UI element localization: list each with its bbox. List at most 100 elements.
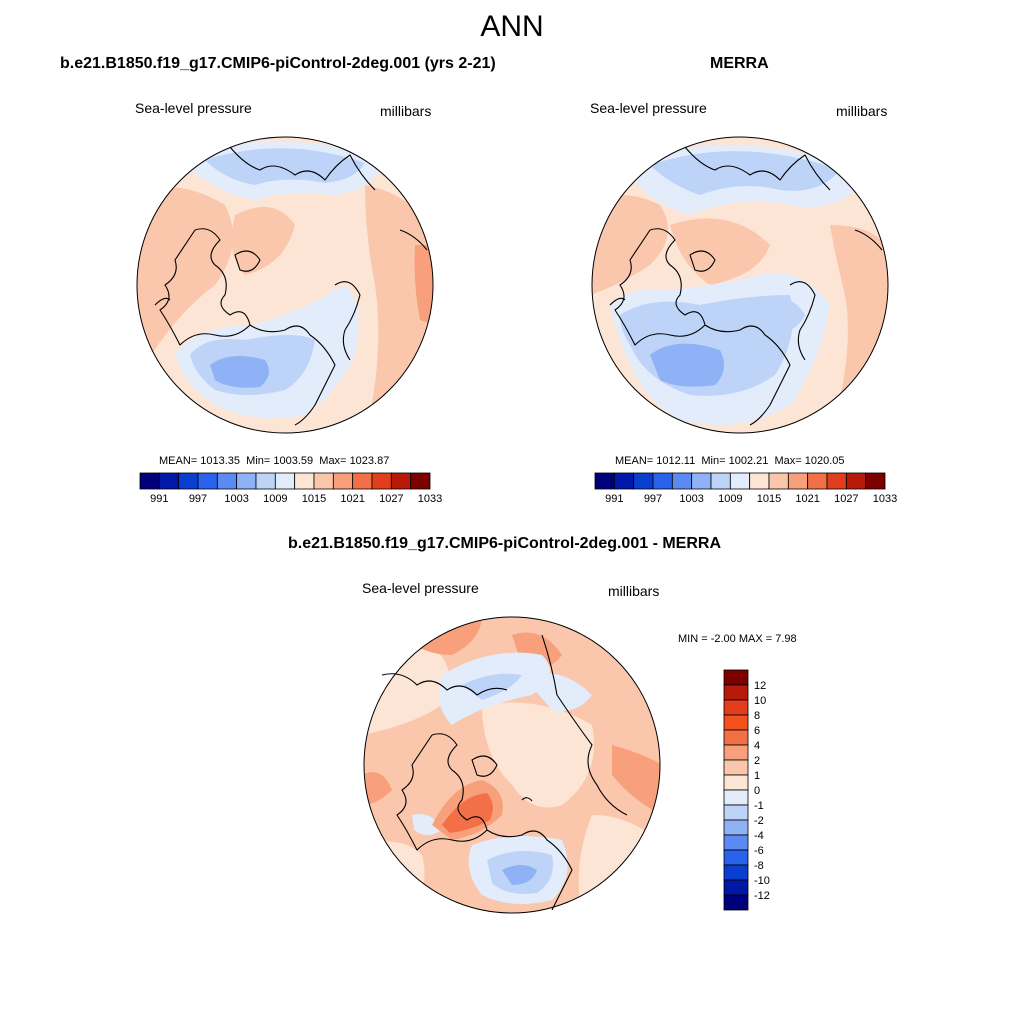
diff-negative-difference-region: [462, 673, 522, 700]
diff-positive-difference-region: [612, 745, 660, 815]
model-low-pressure-min-region: [210, 356, 269, 388]
model-colorbar-swatch: [197, 472, 218, 490]
diff-colorbar-swatch: [723, 669, 749, 686]
model-coastline: [399, 229, 428, 251]
diff-colorbar-tick-label: 8: [754, 710, 760, 722]
model-map-border: [136, 136, 434, 434]
diff-coastline: [471, 755, 498, 777]
obs-coastline: [684, 146, 831, 191]
diff-colorbar-tick-label: 0: [754, 785, 760, 797]
diff-positive-difference-region: [364, 772, 392, 805]
diff-colorbar-swatch: [723, 759, 749, 776]
obs-mean-value: 1012.11: [656, 455, 696, 467]
diff-colorbar-swatch: [723, 729, 749, 746]
model-max-value: 1023.87: [349, 455, 390, 467]
diff-units-label: millibars: [608, 583, 660, 599]
obs-panel-title: MERRA: [710, 55, 769, 72]
diff-colorbar-swatch: [723, 744, 749, 761]
model-colorbar-tick-label: 1027: [379, 493, 404, 505]
model-colorbar-tick-label: 997: [188, 493, 208, 505]
model-colorbar-swatch: [332, 472, 354, 490]
diff-colorbar-swatch: [723, 789, 749, 806]
model-colorbar-swatch: [352, 472, 373, 490]
model-max-label: Max=: [319, 455, 347, 467]
obs-colorbar-swatch: [845, 472, 867, 490]
obs-coastline: [854, 229, 883, 251]
diff-colorbar-swatch: [723, 804, 749, 821]
diff-colorbar-swatch: [723, 774, 749, 791]
model-mean-value: 1013.35: [200, 455, 241, 467]
diff-colorbar-swatch: [723, 699, 749, 716]
obs-field-label: Sea-level pressure: [590, 100, 707, 116]
model-colorbar-swatch: [371, 472, 392, 490]
obs-colorbar-tick-label: 1021: [795, 493, 820, 505]
diff-panel-title: b.e21.B1850.f19_g17.CMIP6-piControl-2deg…: [288, 535, 722, 552]
diff-colorbar-tick-label: -10: [754, 875, 770, 887]
diff-colorbar-swatch: [723, 879, 749, 896]
main-title: ANN: [480, 10, 544, 43]
diff-coastline: [396, 733, 488, 851]
model-panel-title: b.e21.B1850.f19_g17.CMIP6-piControl-2deg…: [60, 55, 496, 72]
obs-polar-map: [591, 136, 889, 434]
diff-strong-positive-region: [442, 793, 493, 833]
obs-colorbar-swatch: [594, 472, 615, 490]
obs-colorbar-swatch: [768, 472, 789, 490]
model-colorbar-tick-label: 1021: [340, 493, 365, 505]
obs-low-pressure-region: [760, 297, 805, 331]
diff-colorbar-swatch: [723, 714, 749, 731]
model-stats: MEAN= 1013.35 Min= 1003.59 Max= 1023.87: [159, 455, 389, 467]
model-coastline: [229, 146, 376, 191]
obs-colorbar-tick-label: 1015: [756, 493, 782, 505]
model-high-pressure-region: [137, 187, 233, 365]
diff-polar-map: [363, 616, 661, 914]
obs-colorbar-swatch: [652, 472, 673, 490]
obs-coastline: [614, 228, 706, 346]
obs-colorbar-tick-label: 1033: [872, 493, 898, 505]
diff-colorbar-tick-label: -12: [754, 890, 770, 902]
diff-colorbar-tick-label: 4: [754, 740, 760, 752]
model-field-label: Sea-level pressure: [135, 100, 252, 116]
obs-mean-label: MEAN=: [615, 455, 654, 467]
model-high-pressure-region: [231, 207, 295, 275]
model-colorbar-swatch: [294, 472, 315, 490]
model-low-pressure-region: [205, 148, 365, 185]
obs-colorbar-swatch: [613, 472, 635, 490]
diff-colorbar-swatch: [723, 684, 749, 701]
diff-colorbar-swatch: [723, 864, 749, 881]
obs-colorbar-swatch: [865, 472, 886, 490]
obs-coastline: [609, 297, 626, 306]
obs-low-pressure-min-region: [650, 343, 724, 387]
obs-colorbar-swatch: [710, 472, 731, 490]
diff-colorbar-swatch: [723, 849, 749, 866]
model-coastline: [159, 228, 251, 346]
diff-colorbar-tick-label: 12: [754, 680, 766, 692]
diff-map-border: [363, 616, 661, 914]
diff-stats: MIN = -2.00 MAX = 7.98: [678, 633, 797, 645]
diff-colorbar-swatch: [723, 819, 749, 836]
model-colorbar-swatch: [274, 472, 296, 490]
diff-colorbar-swatch: [723, 834, 749, 851]
diff-colorbar-swatch: [723, 894, 749, 911]
diff-colorbar-tick-label: -1: [754, 800, 764, 812]
obs-max-label: Max=: [774, 455, 802, 467]
obs-colorbar-tick-label: 1003: [679, 493, 704, 505]
obs-colorbar-swatch: [807, 472, 828, 490]
diff-field-label: Sea-level pressure: [362, 580, 479, 596]
model-colorbar: [139, 472, 431, 490]
obs-coastline: [789, 281, 816, 361]
diff-coastline: [486, 829, 573, 911]
model-colorbar-swatch: [158, 472, 180, 490]
obs-min-value: 1002.21: [728, 455, 769, 467]
diff-colorbar-tick-label: 10: [754, 695, 766, 707]
model-coastline: [234, 250, 261, 272]
diff-colorbar-tick-label: -8: [754, 860, 764, 872]
diff-colorbar-tick-label: -2: [754, 815, 764, 827]
obs-colorbar-swatch: [729, 472, 751, 490]
model-colorbar-tick-label: 1033: [417, 493, 443, 505]
model-min-value: 1003.59: [273, 455, 314, 467]
obs-stats: MEAN= 1012.11 Min= 1002.21 Max= 1020.05: [615, 455, 845, 467]
model-min-label: Min=: [246, 455, 271, 467]
obs-map-border: [591, 136, 889, 434]
model-low-pressure-region: [330, 289, 360, 319]
